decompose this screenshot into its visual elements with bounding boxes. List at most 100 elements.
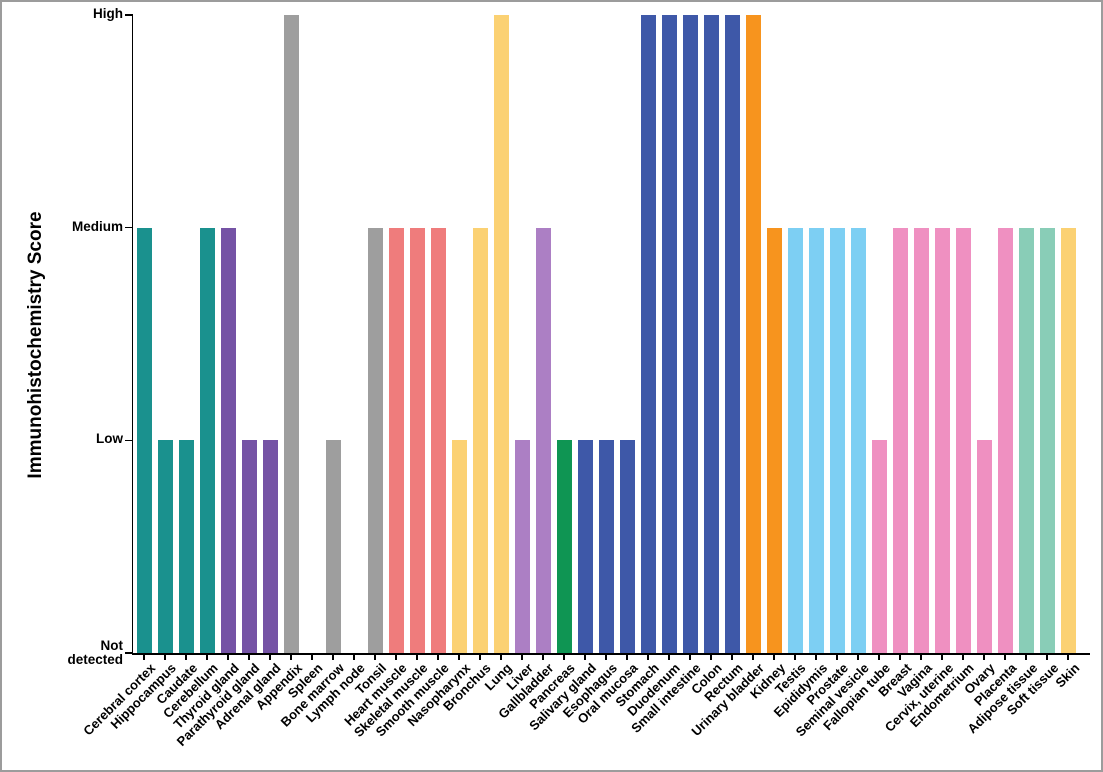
x-tick-mark <box>920 654 922 660</box>
bar-pancreas <box>556 440 572 653</box>
x-tick-label-skin: Skin <box>1051 660 1082 691</box>
x-tick-mark <box>437 654 439 660</box>
bar-oral-mucosa <box>619 440 635 653</box>
x-tick-mark <box>773 654 775 660</box>
bar-kidney <box>766 227 782 653</box>
x-tick-mark <box>206 654 208 660</box>
bar-skin <box>1060 227 1076 653</box>
x-tick-mark <box>353 654 355 660</box>
x-tick-mark <box>689 654 691 660</box>
bar-duodenum <box>661 15 677 653</box>
x-tick-mark <box>815 654 817 660</box>
bar-smooth-muscle <box>430 227 446 653</box>
y-tick-mark <box>125 226 132 229</box>
bar-adipose-tissue <box>1018 227 1034 653</box>
y-tick-mark <box>125 652 132 654</box>
y-tick-label-high: High <box>93 6 123 21</box>
x-tick-mark <box>878 654 880 660</box>
x-tick-mark <box>794 654 796 660</box>
x-tick-mark <box>500 654 502 660</box>
bar-cerebral-cortex <box>136 227 152 653</box>
bar-urinary-bladder <box>745 15 761 653</box>
x-tick-mark <box>899 654 901 660</box>
bar-salivary-gland <box>577 440 593 653</box>
bar-cervix-uterine <box>934 227 950 653</box>
x-tick-mark <box>458 654 460 660</box>
bar-bronchus <box>472 227 488 653</box>
x-tick-mark <box>626 654 628 660</box>
bar-endometrium <box>955 227 971 653</box>
x-tick-mark <box>983 654 985 660</box>
bar-adrenal-gland <box>262 440 278 653</box>
x-tick-mark <box>668 654 670 660</box>
x-tick-mark <box>143 654 145 660</box>
x-tick-mark <box>416 654 418 660</box>
x-axis-line <box>131 653 1090 655</box>
bar-appendix <box>283 15 299 653</box>
bar-colon <box>703 15 719 653</box>
bar-seminal-vesicle <box>850 227 866 653</box>
x-tick-mark <box>584 654 586 660</box>
bar-cerebellum <box>199 227 215 653</box>
bar-breast <box>892 227 908 653</box>
x-tick-mark <box>710 654 712 660</box>
y-axis-title: Immunohistochemistry Score <box>25 211 46 479</box>
x-tick-mark <box>269 654 271 660</box>
bar-bone-marrow <box>325 440 341 653</box>
bar-ovary <box>976 440 992 653</box>
bar-liver <box>514 440 530 653</box>
x-tick-mark <box>227 654 229 660</box>
x-tick-mark <box>332 654 334 660</box>
bar-lung <box>493 15 509 653</box>
x-tick-mark <box>311 654 313 660</box>
bar-tonsil <box>367 227 383 653</box>
bar-skeletal-muscle <box>409 227 425 653</box>
bar-rectum <box>724 15 740 653</box>
x-tick-mark <box>1025 654 1027 660</box>
x-tick-mark <box>164 654 166 660</box>
x-tick-mark <box>752 654 754 660</box>
x-tick-mark <box>563 654 565 660</box>
x-tick-mark <box>290 654 292 660</box>
y-tick-label-not-detected: Not detected <box>67 638 123 667</box>
bar-heart-muscle <box>388 227 404 653</box>
bar-gallbladder <box>535 227 551 653</box>
y-tick-label-low: Low <box>96 431 123 447</box>
y-tick-mark <box>125 439 132 442</box>
bar-hippocampus <box>157 440 173 653</box>
bar-parathyroid-gland <box>241 440 257 653</box>
y-tick-label-medium: Medium <box>71 218 123 234</box>
x-tick-mark <box>836 654 838 660</box>
y-axis-line <box>131 14 133 654</box>
x-tick-mark <box>542 654 544 660</box>
x-tick-mark <box>1004 654 1006 660</box>
x-tick-mark <box>479 654 481 660</box>
bar-prostate <box>829 227 845 653</box>
bar-fallopian-tube <box>871 440 887 653</box>
x-tick-mark <box>962 654 964 660</box>
bar-vagina <box>913 227 929 653</box>
bar-placenta <box>997 227 1013 653</box>
x-tick-mark <box>647 654 649 660</box>
bar-nasopharynx <box>451 440 467 653</box>
bar-soft-tissue <box>1039 227 1055 653</box>
x-tick-mark <box>521 654 523 660</box>
x-tick-mark <box>605 654 607 660</box>
x-tick-mark <box>395 654 397 660</box>
bar-thyroid-gland <box>220 227 236 653</box>
bar-esophagus <box>598 440 614 653</box>
bar-testis <box>787 227 803 653</box>
x-tick-mark <box>731 654 733 660</box>
x-tick-mark <box>248 654 250 660</box>
x-tick-mark <box>185 654 187 660</box>
bar-caudate <box>178 440 194 653</box>
bar-stomach <box>640 15 656 653</box>
bar-small-intestine <box>682 15 698 653</box>
x-tick-mark <box>941 654 943 660</box>
y-tick-mark <box>125 14 132 16</box>
x-tick-mark <box>1067 654 1069 660</box>
x-tick-mark <box>1046 654 1048 660</box>
x-tick-mark <box>374 654 376 660</box>
bar-epididymis <box>808 227 824 653</box>
